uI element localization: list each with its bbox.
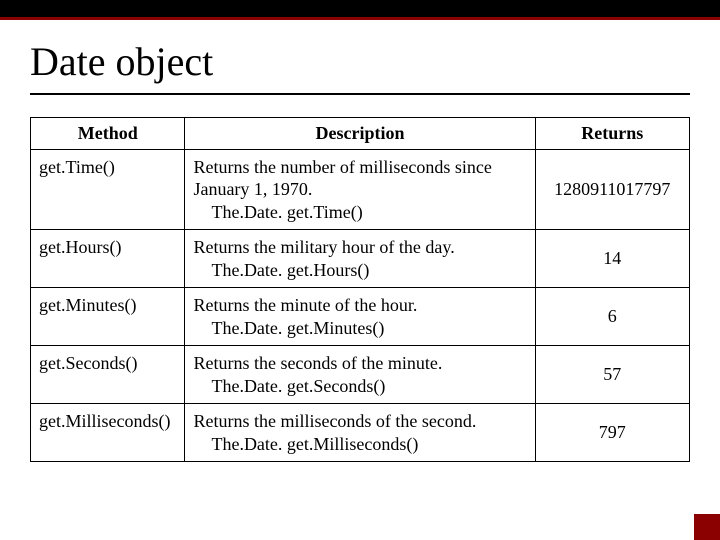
cell-method: get.Seconds() (31, 346, 185, 404)
table-header-row: Method Description Returns (31, 118, 690, 150)
table-row: get.Milliseconds() Returns the milliseco… (31, 404, 690, 462)
cell-returns: 57 (535, 346, 689, 404)
cell-method: get.Hours() (31, 230, 185, 288)
table-row: get.Time() Returns the number of millise… (31, 149, 690, 230)
table-row: get.Seconds() Returns the seconds of the… (31, 346, 690, 404)
desc-text: Returns the number of milliseconds since… (193, 157, 491, 200)
footer-accent-block (694, 514, 720, 540)
col-method: Method (31, 118, 185, 150)
slide-content: Date object Method Description Returns g… (0, 20, 720, 462)
cell-returns: 797 (535, 404, 689, 462)
desc-text: Returns the seconds of the minute. (193, 353, 442, 373)
table-row: get.Hours() Returns the military hour of… (31, 230, 690, 288)
slide-top-bar (0, 0, 720, 20)
desc-text: Returns the military hour of the day. (193, 237, 454, 257)
col-description: Description (185, 118, 535, 150)
cell-description: Returns the minute of the hour. The.Date… (185, 288, 535, 346)
cell-returns: 14 (535, 230, 689, 288)
desc-text: Returns the minute of the hour. (193, 295, 417, 315)
cell-method: get.Minutes() (31, 288, 185, 346)
cell-description: Returns the number of milliseconds since… (185, 149, 535, 230)
cell-method: get.Time() (31, 149, 185, 230)
cell-description: Returns the seconds of the minute. The.D… (185, 346, 535, 404)
col-returns: Returns (535, 118, 689, 150)
table-row: get.Minutes() Returns the minute of the … (31, 288, 690, 346)
cell-method: get.Milliseconds() (31, 404, 185, 462)
cell-returns: 1280911017797 (535, 149, 689, 230)
desc-example: The.Date. get.Time() (193, 201, 526, 224)
cell-returns: 6 (535, 288, 689, 346)
title-underline (30, 93, 690, 95)
desc-example: The.Date. get.Milliseconds() (193, 433, 526, 456)
methods-table: Method Description Returns get.Time() Re… (30, 117, 690, 462)
desc-example: The.Date. get.Minutes() (193, 317, 526, 340)
page-title: Date object (30, 38, 690, 85)
cell-description: Returns the milliseconds of the second. … (185, 404, 535, 462)
desc-example: The.Date. get.Seconds() (193, 375, 526, 398)
desc-example: The.Date. get.Hours() (193, 259, 526, 282)
desc-text: Returns the milliseconds of the second. (193, 411, 476, 431)
cell-description: Returns the military hour of the day. Th… (185, 230, 535, 288)
